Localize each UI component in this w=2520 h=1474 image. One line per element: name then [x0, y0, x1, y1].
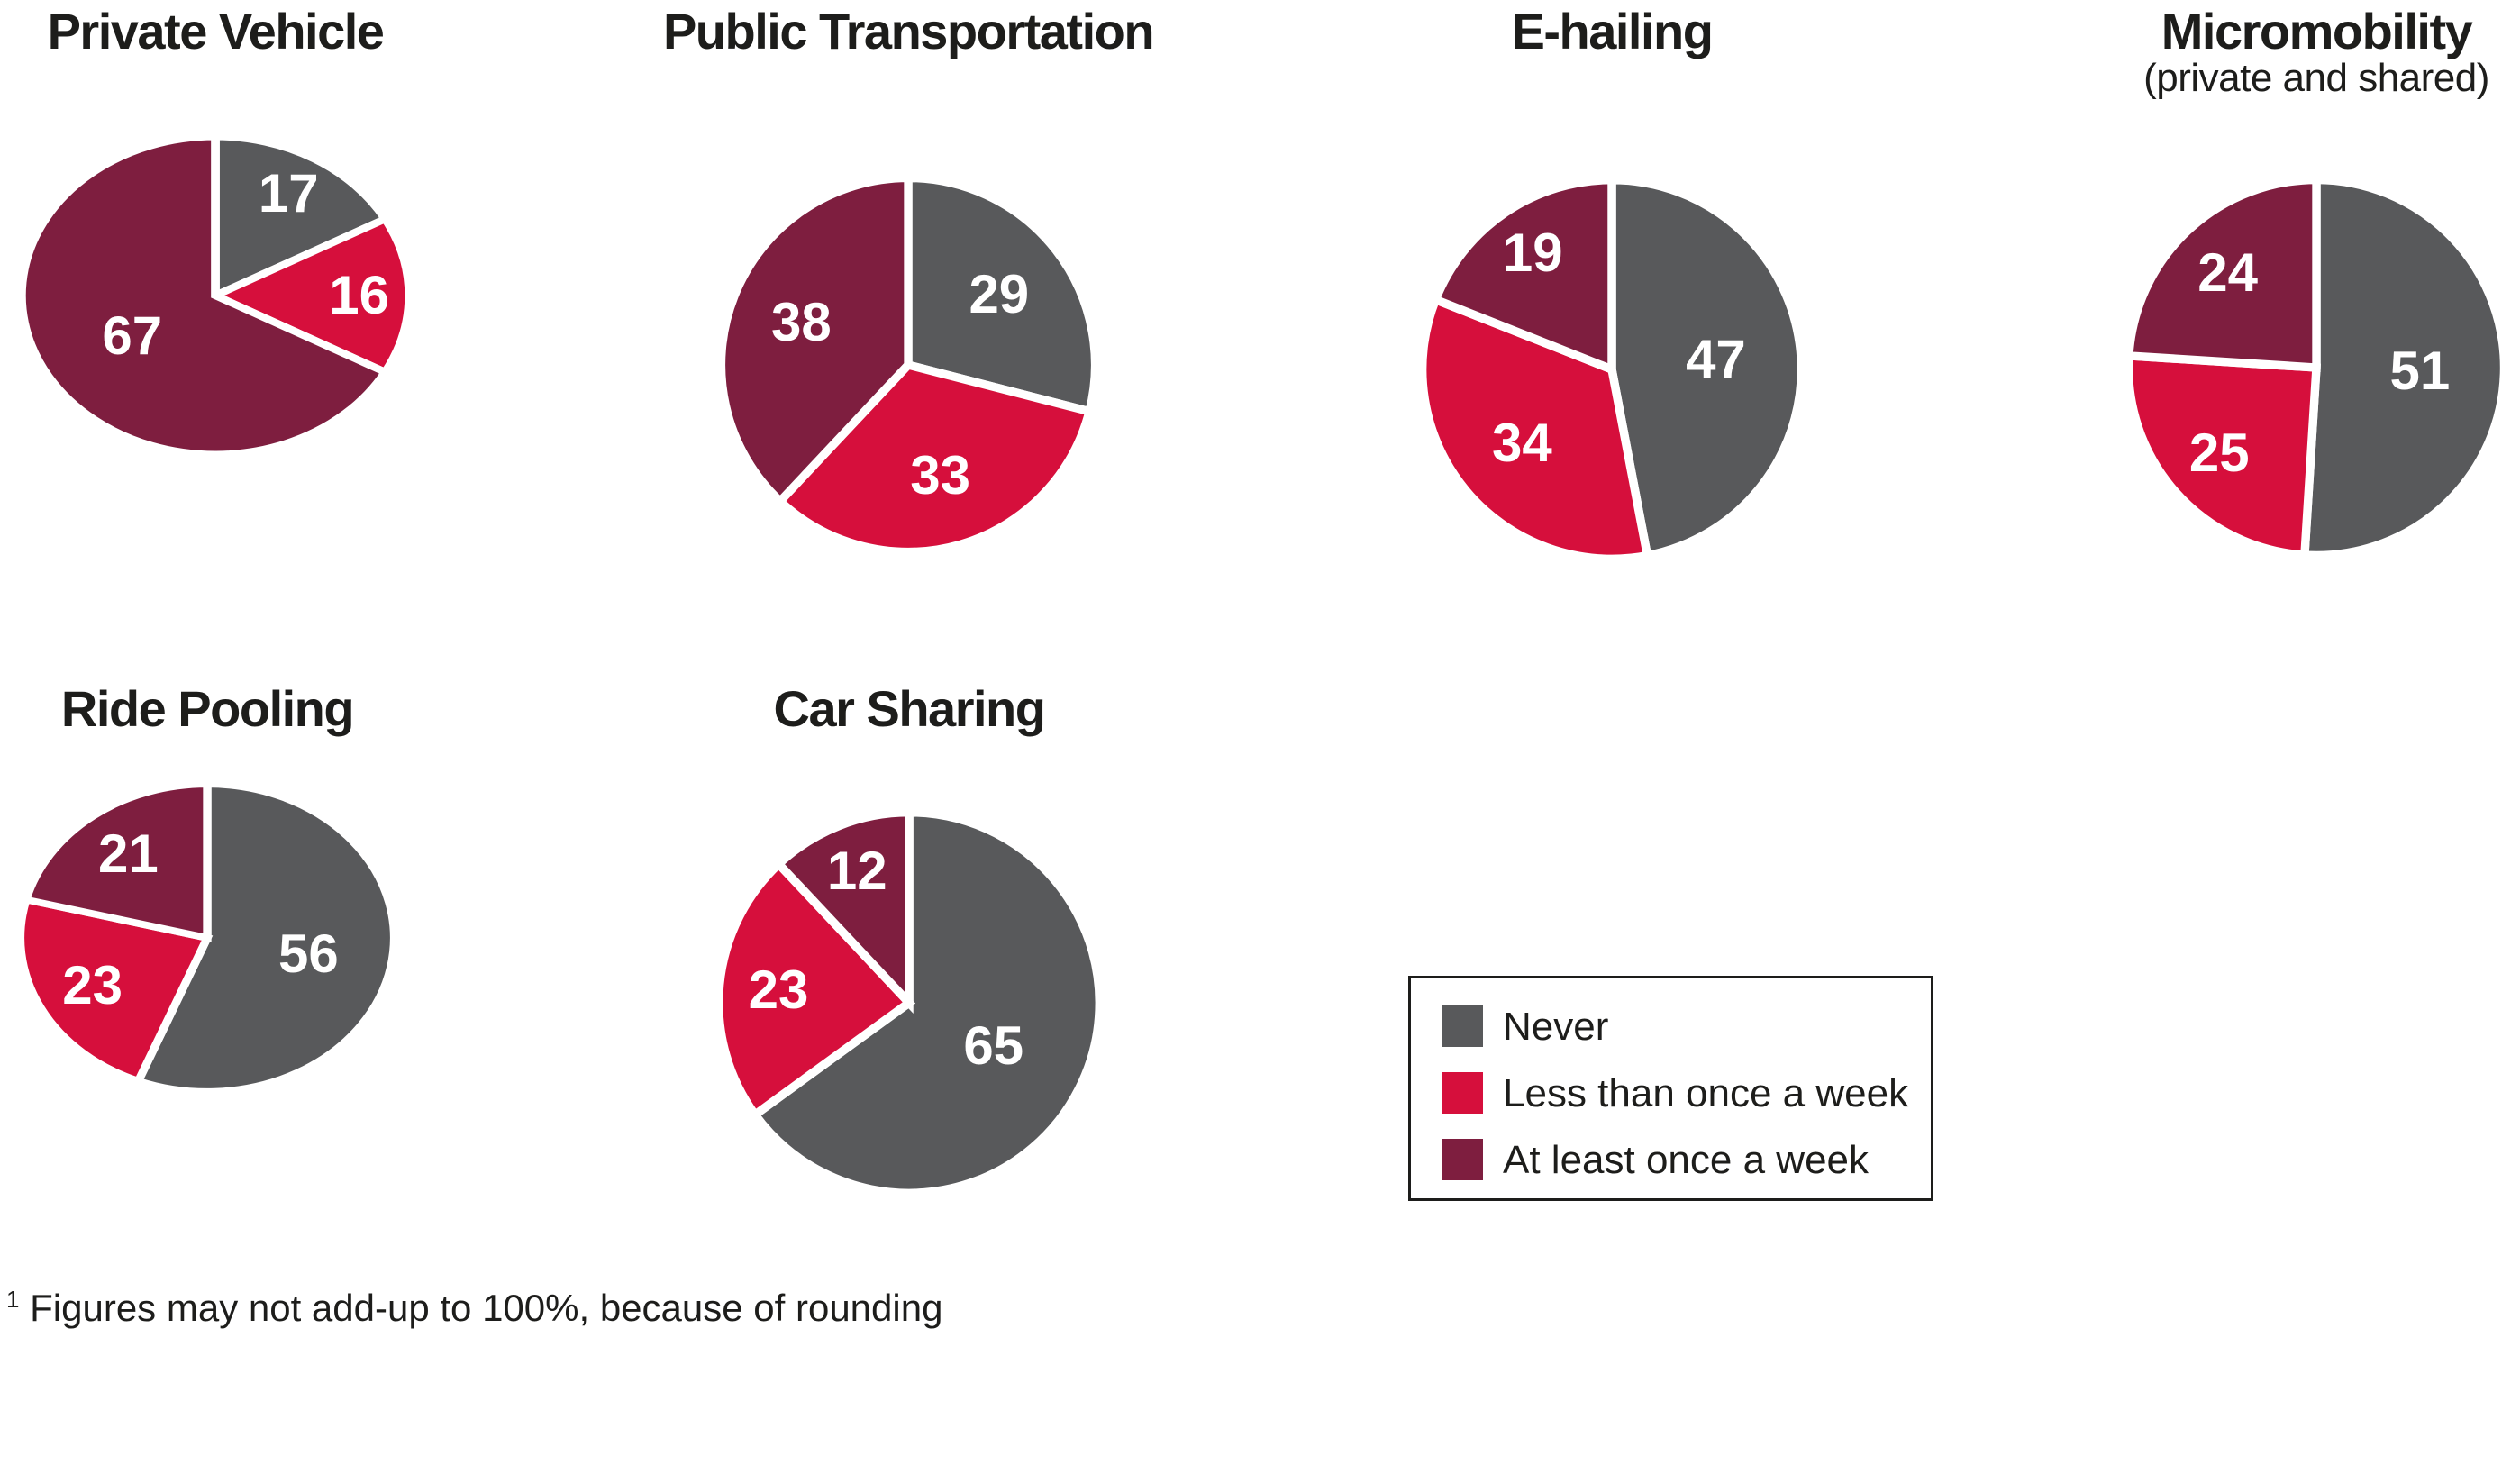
slice-value-label: 29 — [969, 263, 1030, 324]
pie-slice-less — [2124, 350, 2321, 560]
slice-value-label: 21 — [97, 823, 159, 885]
legend-swatch-atleast — [1442, 1139, 1483, 1180]
pie-slice-never — [749, 807, 1105, 1198]
pie-slice-less — [205, 214, 414, 378]
pie: 65 23 12 — [707, 801, 1111, 1205]
pie: 51 25 24 — [2117, 168, 2515, 567]
slice-value-label: 19 — [1502, 222, 1563, 283]
pie-svg — [716, 173, 1100, 557]
pie-slice-atleast — [716, 173, 913, 507]
footnote-text: Figures may not add-up to 100%, because … — [19, 1287, 943, 1329]
pie-slice-less — [774, 359, 1095, 557]
pie-svg — [15, 780, 399, 1096]
legend-label: Never — [1503, 1005, 1609, 1049]
pie: 47 34 19 — [1411, 168, 1813, 570]
pie-slice-atleast — [772, 807, 914, 1015]
pie-svg — [714, 807, 1105, 1198]
legend-item-atleast: At least once a week — [1411, 1138, 1931, 1182]
pie-slice-never — [904, 173, 1100, 417]
pie-slice-atleast — [1430, 175, 1616, 376]
chart-subtitle: (private and shared) — [2143, 56, 2489, 100]
slice-value-label: 16 — [329, 265, 389, 325]
pie-svg — [17, 132, 414, 459]
pie-slice-never — [211, 132, 392, 302]
legend-label: At least once a week — [1503, 1138, 1870, 1182]
chart-title: Public Transportation — [662, 3, 1155, 59]
chart-title: Car Sharing — [773, 680, 1046, 737]
pie-svg — [2124, 175, 2509, 560]
legend-swatch-less — [1442, 1072, 1483, 1114]
pie: 17 16 67 — [10, 127, 421, 464]
slice-value-label: 24 — [2197, 242, 2259, 304]
pie-slice-never — [2299, 175, 2509, 560]
slice-value-label: 38 — [770, 292, 832, 353]
slice-value-label: 65 — [963, 1015, 1024, 1076]
legend-item-less: Less than once a week — [1411, 1071, 1931, 1115]
footnote: 1 Figures may not add-up to 100%, becaus… — [6, 1287, 942, 1330]
chart-title: E-hailing — [1511, 3, 1714, 59]
slice-value-label: 17 — [258, 163, 319, 224]
pie-slice-less — [714, 858, 916, 1121]
footnote-superscript: 1 — [6, 1286, 20, 1313]
chart-title: Ride Pooling — [60, 680, 355, 737]
chart-title: Micromobility — [2161, 3, 2473, 59]
slice-value-label: 12 — [826, 841, 887, 902]
slice-value-label: 34 — [1491, 413, 1552, 474]
slice-value-label: 51 — [2389, 340, 2451, 401]
slice-value-label: 47 — [1686, 329, 1746, 390]
legend-label: Less than once a week — [1503, 1071, 1909, 1115]
pie: 29 33 38 — [710, 167, 1106, 563]
pie-slice-atleast — [21, 780, 212, 942]
pie-slice-less — [15, 895, 214, 1086]
slice-value-label: 67 — [102, 305, 163, 366]
slice-value-label: 23 — [62, 955, 123, 1016]
chart-title: Private Vehicle — [47, 3, 385, 59]
pie-slice-atleast — [2124, 175, 2321, 372]
slice-value-label: 33 — [910, 444, 970, 505]
slice-value-label: 23 — [748, 960, 809, 1021]
legend-item-never: Never — [1411, 1005, 1931, 1049]
pie-slice-atleast — [17, 132, 392, 459]
pie: 56 23 21 — [9, 775, 405, 1101]
legend-swatch-never — [1442, 1005, 1483, 1047]
pie-svg — [1417, 175, 1806, 564]
legend: Never Less than once a week At least once … — [1408, 976, 1933, 1201]
slice-value-label: 56 — [277, 923, 339, 984]
pie-slice-never — [1607, 175, 1806, 561]
slice-value-label: 25 — [2188, 422, 2250, 483]
pie-slice-never — [132, 780, 399, 1096]
